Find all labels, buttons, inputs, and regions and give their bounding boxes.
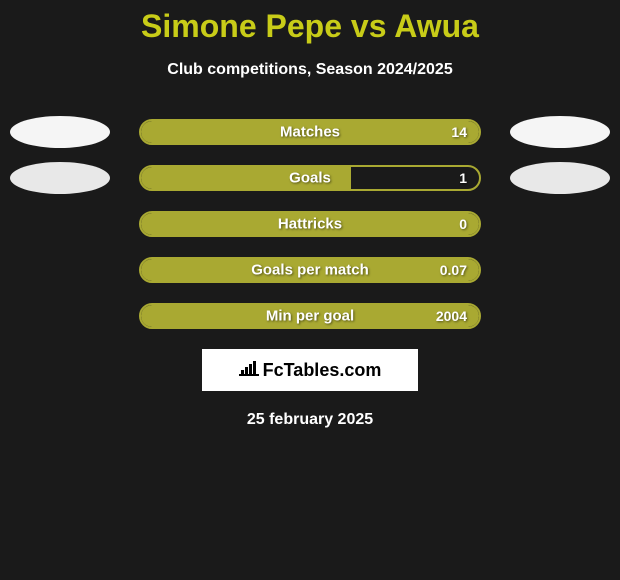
stat-bar: Goals per match 0.07 xyxy=(139,257,481,283)
stats-area: Matches 14 Goals 1 Hattricks 0 Goals per match… xyxy=(0,119,620,329)
chart-icon xyxy=(239,360,259,381)
ellipse-left xyxy=(10,116,110,148)
stat-value: 1 xyxy=(459,170,467,186)
stat-label: Goals xyxy=(289,170,331,187)
stat-value: 14 xyxy=(451,124,467,140)
logo-text: FcTables.com xyxy=(263,360,382,381)
stat-row: Hattricks 0 xyxy=(0,211,620,237)
ellipse-right xyxy=(510,116,610,148)
stat-row: Min per goal 2004 xyxy=(0,303,620,329)
stat-label: Matches xyxy=(280,124,340,141)
stat-value: 0.07 xyxy=(440,262,467,278)
main-container: Simone Pepe vs Awua Club competitions, S… xyxy=(0,0,620,429)
stat-label: Min per goal xyxy=(266,308,354,325)
stat-row: Matches 14 xyxy=(0,119,620,145)
stat-bar: Min per goal 2004 xyxy=(139,303,481,329)
stat-row: Goals 1 xyxy=(0,165,620,191)
stat-bar: Matches 14 xyxy=(139,119,481,145)
stat-value: 2004 xyxy=(436,308,467,324)
stat-label: Goals per match xyxy=(251,262,369,279)
logo-box[interactable]: FcTables.com xyxy=(202,349,418,391)
stat-bar: Goals 1 xyxy=(139,165,481,191)
stat-value: 0 xyxy=(459,216,467,232)
ellipse-right xyxy=(510,162,610,194)
subtitle: Club competitions, Season 2024/2025 xyxy=(0,61,620,79)
stat-bar: Hattricks 0 xyxy=(139,211,481,237)
stat-row: Goals per match 0.07 xyxy=(0,257,620,283)
page-title: Simone Pepe vs Awua xyxy=(0,8,620,45)
date-text: 25 february 2025 xyxy=(0,411,620,429)
ellipse-left xyxy=(10,162,110,194)
stat-label: Hattricks xyxy=(278,216,342,233)
